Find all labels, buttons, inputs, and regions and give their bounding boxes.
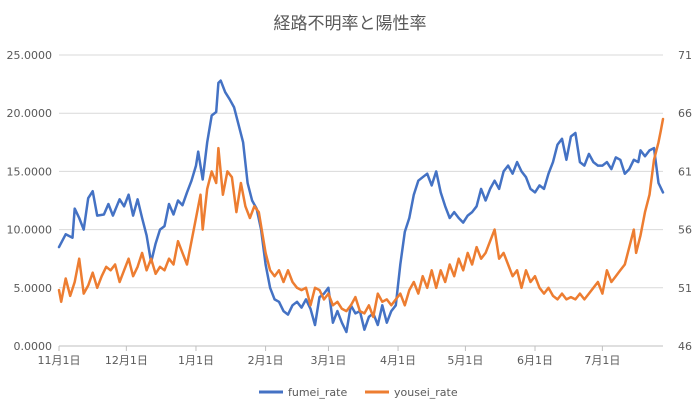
x-axis: 11月1日 12月1日 1月1日 2月1日 3月1日 4月1日 5月1日 6月1日 7月1日 xyxy=(38,346,620,367)
right-y-tick-label: 61 xyxy=(678,165,692,178)
series-line-yousei-rate xyxy=(57,117,665,319)
chart-title: 経路不明率と陽性率 xyxy=(274,14,427,34)
x-tick-label: 3月1日 xyxy=(310,354,346,367)
x-tick-label: 1月1日 xyxy=(178,354,214,367)
right-y-tick-label: 51 xyxy=(678,282,692,295)
legend: fumei_rate yousei_rate xyxy=(259,386,458,399)
x-tick-label: 11月1日 xyxy=(38,354,81,367)
series-layer xyxy=(57,79,665,334)
x-tick-label: 2月1日 xyxy=(248,354,284,367)
x-tick-label: 4月1日 xyxy=(380,354,416,367)
legend-label: fumei_rate xyxy=(288,386,347,399)
series-line-fumei-rate xyxy=(57,79,665,334)
x-tick-label: 7月1日 xyxy=(584,354,620,367)
left-y-tick-label: 10.0000 xyxy=(7,224,53,237)
left-y-tick-label: 20.0000 xyxy=(7,107,53,120)
left-y-tick-label: 0.0000 xyxy=(14,340,53,353)
x-tick-label: 6月1日 xyxy=(517,354,553,367)
right-y-tick-label: 56 xyxy=(678,224,692,237)
gridlines xyxy=(59,54,663,347)
left-y-axis: 0.0000 5.0000 10.0000 15.0000 20.0000 25.0000 xyxy=(7,49,53,353)
x-tick-label: 12月1日 xyxy=(105,354,148,367)
left-y-tick-label: 15.0000 xyxy=(7,165,53,178)
left-y-tick-label: 5.0000 xyxy=(14,282,53,295)
right-y-tick-label: 66 xyxy=(678,107,692,120)
left-y-tick-label: 25.0000 xyxy=(7,49,53,62)
right-y-tick-label: 46 xyxy=(678,340,692,353)
legend-label: yousei_rate xyxy=(394,386,458,399)
right-y-axis: 46 51 56 61 66 71 xyxy=(678,49,692,353)
x-tick-label: 5月1日 xyxy=(447,354,483,367)
right-y-tick-label: 71 xyxy=(678,49,692,62)
